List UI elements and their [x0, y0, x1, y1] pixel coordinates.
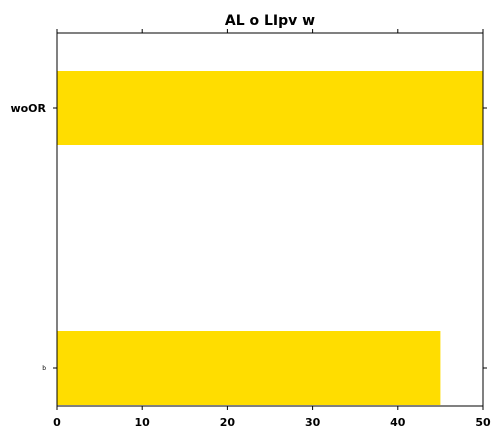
- x-tick-label-0: 0: [53, 416, 61, 429]
- x-tick-label-40: 40: [390, 416, 406, 429]
- x-tick-label-10: 10: [135, 416, 151, 429]
- x-tick-label-30: 30: [305, 416, 321, 429]
- bar-woOR: [57, 71, 483, 145]
- plot-frame: [56, 32, 484, 407]
- bar-b: [57, 331, 441, 405]
- x-tick-labels: 0 10 20 30 40 50: [53, 416, 491, 429]
- bars-group: [57, 71, 483, 405]
- x-tick-label-20: 20: [220, 416, 236, 429]
- ticks-group: [53, 29, 487, 410]
- x-tick-label-50: 50: [475, 416, 491, 429]
- chart-title: AL o LIpv w: [225, 13, 315, 29]
- y-tick-labels: woOR b: [10, 102, 46, 372]
- y-tick-label-b: b: [42, 365, 46, 372]
- y-tick-label-woOR: woOR: [10, 102, 46, 115]
